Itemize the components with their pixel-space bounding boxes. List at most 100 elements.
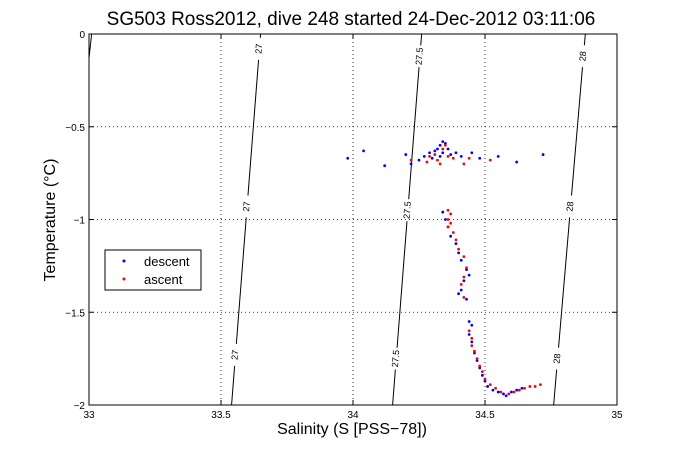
descent-point bbox=[454, 151, 458, 155]
x-tick-label: 35 bbox=[611, 410, 623, 421]
ascent-point bbox=[462, 275, 466, 279]
descent-point bbox=[496, 155, 500, 158]
ascent-point bbox=[454, 238, 458, 242]
ascent-point bbox=[451, 156, 455, 160]
legend: descent ascent bbox=[104, 249, 202, 291]
data-series bbox=[346, 140, 545, 398]
descent-point bbox=[467, 273, 471, 277]
ascent-point bbox=[462, 296, 466, 299]
contour-line-27 bbox=[231, 365, 236, 406]
descent-point bbox=[459, 155, 463, 158]
ascent-point bbox=[539, 383, 542, 386]
contour-line-28 bbox=[558, 217, 571, 348]
descent-point bbox=[459, 258, 463, 262]
ascent-point bbox=[409, 158, 413, 162]
ascent-point bbox=[425, 160, 429, 164]
descent-point bbox=[502, 392, 505, 396]
descent-point bbox=[515, 160, 519, 164]
ascent-point bbox=[475, 357, 479, 361]
descent-point bbox=[441, 151, 445, 155]
contour-line-28 bbox=[583, 33, 586, 46]
y-tick-label: −1.5 bbox=[65, 308, 85, 319]
ascent-point bbox=[470, 336, 474, 340]
contour-label-28: 28 bbox=[577, 51, 588, 62]
ascent-point bbox=[488, 158, 492, 162]
descent-point bbox=[467, 320, 471, 323]
contour-line-27-5 bbox=[396, 221, 408, 348]
y-axis-label: Temperature (°C) bbox=[42, 159, 59, 282]
ascent-point bbox=[462, 162, 466, 166]
contour-line-27 bbox=[247, 59, 260, 196]
descent-point bbox=[383, 164, 387, 168]
ascent-point bbox=[465, 266, 468, 270]
descent-point bbox=[486, 385, 490, 388]
ascent-point bbox=[470, 344, 474, 348]
descent-point bbox=[446, 147, 450, 151]
ascent-point bbox=[512, 390, 516, 394]
descent-point bbox=[478, 156, 482, 160]
legend-descent-marker bbox=[122, 259, 126, 263]
ascent-point bbox=[480, 370, 484, 374]
contour-line-28 bbox=[553, 369, 558, 406]
descent-point bbox=[462, 279, 466, 283]
contour-label-27-5: 27.5 bbox=[414, 47, 425, 65]
ascent-point bbox=[446, 218, 450, 221]
ascent-point bbox=[444, 143, 447, 147]
ascent-point bbox=[488, 383, 492, 386]
contour-label-28: 28 bbox=[565, 201, 576, 212]
axis-ticks: 33 33.5 34 34.5 35 0 −0.5 −1 −1.5 −2 bbox=[65, 30, 623, 421]
ascent-point bbox=[446, 155, 450, 158]
descent-point bbox=[409, 162, 413, 166]
x-tick-label: 33 bbox=[83, 410, 95, 421]
descent-point bbox=[467, 333, 471, 336]
ascent-point bbox=[441, 147, 445, 151]
ascent-point bbox=[462, 255, 466, 258]
contour-label-27: 27 bbox=[241, 201, 252, 212]
chart-title: SG503 Ross2012, dive 248 started 24-Dec-… bbox=[107, 9, 596, 30]
ascent-point bbox=[499, 390, 503, 394]
y-tick-label: −1 bbox=[74, 216, 86, 227]
ascent-point bbox=[433, 153, 437, 156]
descent-point bbox=[430, 156, 434, 160]
descent-point bbox=[470, 340, 474, 344]
descent-point bbox=[491, 388, 495, 392]
descent-point bbox=[441, 140, 445, 143]
ascent-point bbox=[436, 158, 439, 162]
plot-area: 27 27 27 27.5 27.5 27.5 28 28 28 33 33.5 34 34.5 35 0… bbox=[65, 30, 623, 421]
ascent-point bbox=[533, 385, 537, 388]
descent-point bbox=[496, 390, 500, 394]
descent-point bbox=[515, 388, 519, 392]
descent-point bbox=[422, 155, 426, 158]
ascent-point bbox=[467, 156, 471, 160]
descent-point bbox=[449, 153, 453, 156]
x-tick-label: 34 bbox=[347, 410, 359, 421]
descent-point bbox=[470, 323, 474, 327]
y-tick-label: −0.5 bbox=[65, 123, 85, 134]
legend-ascent-label: ascent bbox=[144, 272, 183, 287]
contour-label-27-5: 27.5 bbox=[402, 201, 413, 219]
descent-point bbox=[510, 390, 513, 394]
ascent-point bbox=[449, 212, 453, 216]
descent-point bbox=[441, 210, 445, 214]
contour-line-27 bbox=[235, 217, 247, 344]
descent-point bbox=[465, 297, 468, 301]
density-contours: 27 27 27 27.5 27.5 27.5 28 28 28 bbox=[88, 33, 588, 406]
ascent-point bbox=[446, 208, 450, 212]
ascent-point bbox=[457, 247, 460, 251]
descent-point bbox=[457, 251, 460, 255]
descent-point bbox=[457, 292, 460, 296]
ascent-point bbox=[467, 329, 471, 333]
ascent-point bbox=[449, 221, 453, 225]
x-tick-label: 33.5 bbox=[211, 410, 231, 421]
descent-point bbox=[459, 288, 463, 292]
descent-point bbox=[346, 156, 350, 160]
y-tick-label: 0 bbox=[79, 30, 85, 41]
legend-box bbox=[104, 249, 202, 291]
descent-point bbox=[436, 147, 439, 151]
descent-point bbox=[417, 158, 421, 162]
ascent-point bbox=[528, 385, 532, 388]
legend-descent-label: descent bbox=[144, 254, 190, 269]
descent-point bbox=[449, 234, 453, 238]
ascent-point bbox=[494, 386, 497, 390]
